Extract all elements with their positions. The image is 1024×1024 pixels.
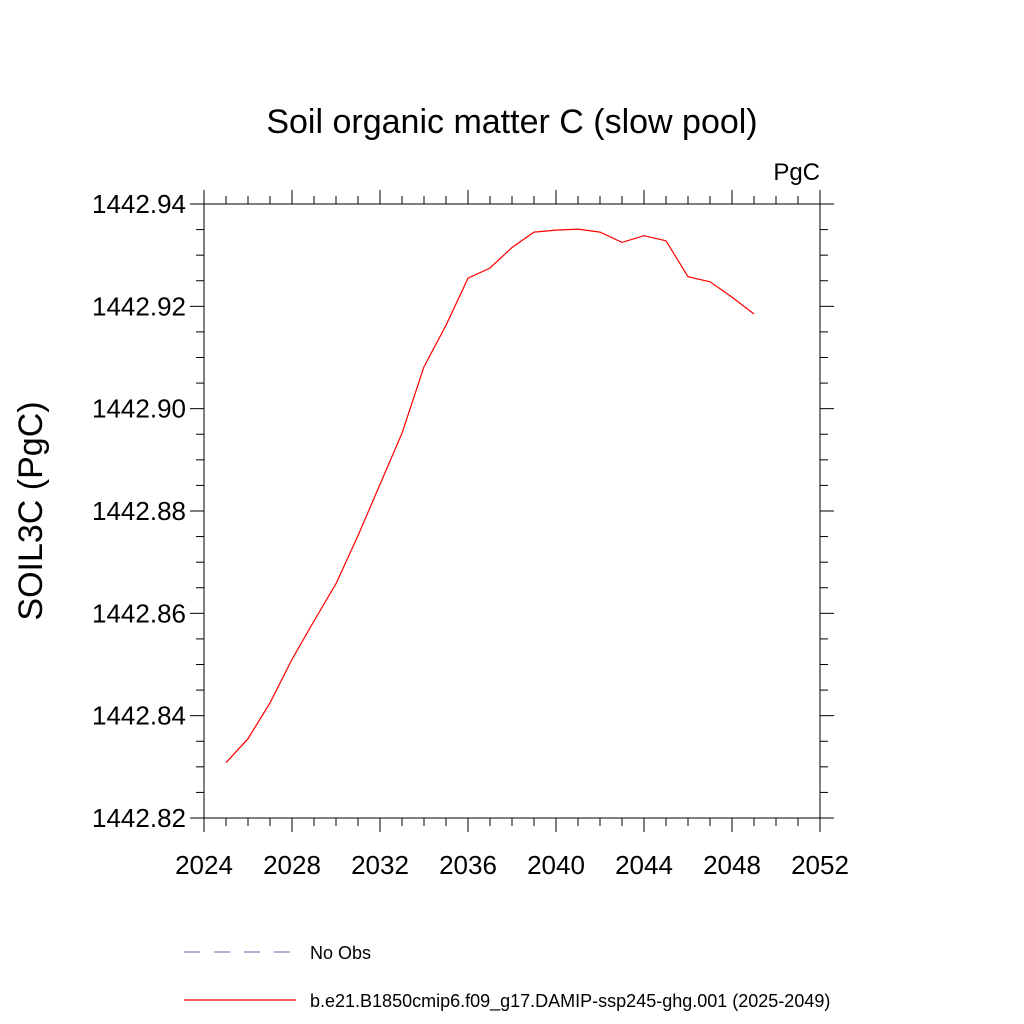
y-tick-label: 1442.90 <box>92 394 186 424</box>
legend: No Obs b.e21.B1850cmip6.f09_g17.DAMIP-ssp… <box>184 943 830 1012</box>
x-tick-label: 2052 <box>791 850 849 880</box>
x-tick-label: 2040 <box>527 850 585 880</box>
x-tick-label: 2044 <box>615 850 673 880</box>
x-tick-label: 2028 <box>263 850 321 880</box>
units-label: PgC <box>773 159 820 186</box>
y-axis-title: SOIL3C (PgC) <box>12 401 50 620</box>
x-tick-label: 2048 <box>703 850 761 880</box>
y-tick-label: 1442.86 <box>92 598 186 628</box>
y-tick-label: 1442.92 <box>92 291 186 321</box>
y-tick-label: 1442.84 <box>92 701 186 731</box>
legend-label: b.e21.B1850cmip6.f09_g17.DAMIP-ssp245-gh… <box>310 991 830 1012</box>
ticks-group: 2024 2028 2032 2036 2040 2044 2048 2052 1442.82 1… <box>92 189 849 880</box>
y-tick-label: 1442.88 <box>92 496 186 526</box>
y-tick-label: 1442.82 <box>92 803 186 833</box>
legend-label: No Obs <box>310 943 371 963</box>
plot-frame <box>203 203 821 819</box>
chart-title: Soil organic matter C (slow pool) <box>266 103 757 141</box>
axes-group <box>203 203 821 819</box>
series-line <box>225 228 755 764</box>
x-tick-label: 2036 <box>439 850 497 880</box>
x-tick-label: 2032 <box>351 850 409 880</box>
x-tick-label: 2024 <box>175 850 233 880</box>
series-group <box>225 228 755 764</box>
y-tick-label: 1442.94 <box>92 189 186 219</box>
